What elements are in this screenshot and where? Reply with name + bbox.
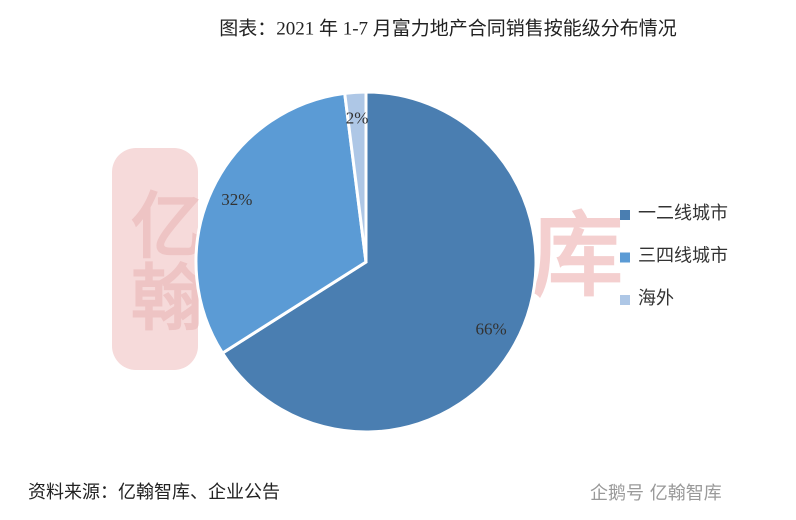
pie-slice [220, 90, 538, 434]
chart-title: 图表：2021 年 1-7 月富力地产合同销售按能级分布情况 [219, 17, 677, 39]
legend-marker [620, 295, 630, 305]
legend-label: 海外 [638, 288, 674, 308]
data-label: 2% [346, 108, 369, 127]
legend-label: 三四线城市 [638, 246, 728, 266]
legend-marker [620, 210, 630, 220]
pie-slice [194, 91, 368, 356]
data-label: 32% [221, 190, 252, 209]
logo: 亿翰 [118, 188, 202, 332]
legend-label: 一二线城市 [638, 203, 728, 223]
pie-slice [343, 90, 368, 263]
legend-marker [620, 252, 630, 263]
logo-box [112, 148, 198, 370]
source: 资料来源：亿翰智库、企业公告 [28, 482, 280, 502]
credit: 企鹅号 亿翰智库 [590, 483, 722, 504]
data-label: 66% [476, 320, 507, 339]
